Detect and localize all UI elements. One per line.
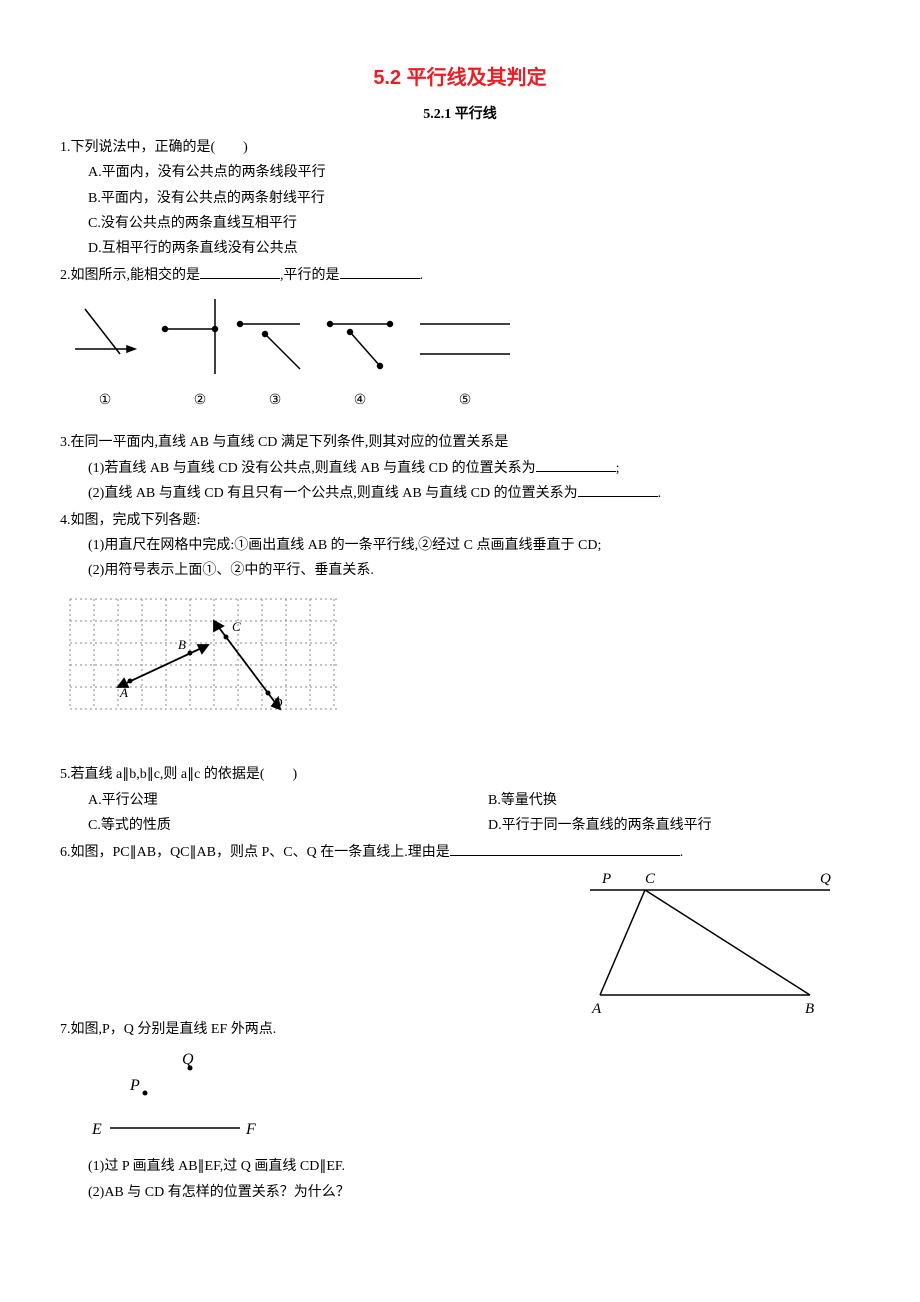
q7-label-p: P [129,1077,140,1094]
q2-label-3: ③ [269,393,282,408]
q7-label-e: E [91,1121,102,1138]
q3-p1a: (1)若直线 AB 与直线 CD 没有公共点,则直线 AB 与直线 CD 的位置… [88,461,536,476]
q4-label-a: A [119,685,128,700]
q3-blank-2 [578,483,658,497]
q5-opt-a: A.平行公理 [60,788,460,813]
q3-blank-1 [536,458,616,472]
q6-end: . [680,845,684,860]
q6-label-p: P [601,871,611,887]
q6-label-b: B [805,1001,814,1015]
question-7: 7.如图,P，Q 分别是直线 EF 外两点. [60,1017,860,1042]
q6-label-c: C [645,871,656,887]
q6-label-q: Q [820,871,831,887]
q2-label-4: ④ [354,393,367,408]
q3-stem: 3.在同一平面内,直线 AB 与直线 CD 满足下列条件,则其对应的位置关系是 [60,430,860,455]
question-2: 2.如图所示,能相交的是 ,平行的是. [60,263,860,288]
q7-figure: P Q E F [60,1048,860,1148]
q2-diagram-svg: ① ② ③ ④ ⑤ [60,294,530,424]
q2-label-5: ⑤ [459,393,472,408]
q3-p2a: (2)直线 AB 与直线 CD 有且只有一个公共点,则直线 AB 与直线 CD … [88,486,578,501]
q7-points-svg: P Q E F [60,1048,280,1148]
q5-opt-b: B.等量代换 [460,788,860,813]
q6-label-a: A [591,1001,602,1015]
q7-label-q: Q [182,1051,194,1068]
question-3: 3.在同一平面内,直线 AB 与直线 CD 满足下列条件,则其对应的位置关系是 … [60,430,860,506]
q7-stem: 7.如图,P，Q 分别是直线 EF 外两点. [60,1017,860,1042]
q4-figure: A B C D [60,589,860,724]
q5-opt-c: C.等式的性质 [60,813,460,838]
q6-figure: P C Q A B [60,865,860,1015]
q2-label-2: ② [194,393,207,408]
page-title: 5.2 平行线及其判定 [60,60,860,96]
question-5: 5.若直线 a∥b,b∥c,则 a∥c 的依据是( ) A.平行公理 B.等量代… [60,762,860,838]
q1-opt-d: D.互相平行的两条直线没有公共点 [60,236,860,261]
q7-p2: (2)AB 与 CD 有怎样的位置关系？为什么？ [60,1180,860,1205]
q2-end: . [420,268,424,283]
q2-pre: 2.如图所示,能相交的是 [60,268,200,283]
q2-label-1: ① [99,393,112,408]
q2-mid: ,平行的是 [280,268,340,283]
q4-grid-svg: A B C D [60,589,350,724]
question-1: 1.下列说法中，正确的是( ) A.平面内，没有公共点的两条线段平行 B.平面内… [60,135,860,261]
q6-blank [450,842,680,856]
q7-label-f: F [245,1121,256,1138]
q4-label-d: D [272,695,283,710]
q1-opt-a: A.平面内，没有公共点的两条线段平行 [60,160,860,185]
q5-stem: 5.若直线 a∥b,b∥c,则 a∥c 的依据是( ) [60,762,860,787]
q4-p2: (2)用符号表示上面①、②中的平行、垂直关系. [60,558,860,583]
q2-blank-1 [200,265,280,279]
q4-p1: (1)用直尺在网格中完成:①画出直线 AB 的一条平行线,②经过 C 点画直线垂… [60,533,860,558]
q3-p2b: . [658,486,662,501]
page-subtitle: 5.2.1 平行线 [60,102,860,127]
q1-stem: 1.下列说法中，正确的是( ) [60,135,860,160]
q1-opt-c: C.没有公共点的两条直线互相平行 [60,211,860,236]
q6-pre: 6.如图，PC∥AB，QC∥AB，则点 P、C、Q 在一条直线上.理由是 [60,845,450,860]
q2-figure: ① ② ③ ④ ⑤ [60,294,860,424]
question-6: 6.如图，PC∥AB，QC∥AB，则点 P、C、Q 在一条直线上.理由是. [60,840,860,865]
q4-label-b: B [178,637,186,652]
q2-blank-2 [340,265,420,279]
q6-triangle-svg: P C Q A B [580,865,840,1015]
q4-stem: 4.如图，完成下列各题: [60,508,860,533]
q7-p1: (1)过 P 画直线 AB∥EF,过 Q 画直线 CD∥EF. [60,1154,860,1179]
q4-label-c: C [232,619,241,634]
question-4: 4.如图，完成下列各题: (1)用直尺在网格中完成:①画出直线 AB 的一条平行… [60,508,860,584]
q5-opt-d: D.平行于同一条直线的两条直线平行 [460,813,860,838]
q3-p1b: ; [616,461,620,476]
q1-opt-b: B.平面内，没有公共点的两条射线平行 [60,186,860,211]
